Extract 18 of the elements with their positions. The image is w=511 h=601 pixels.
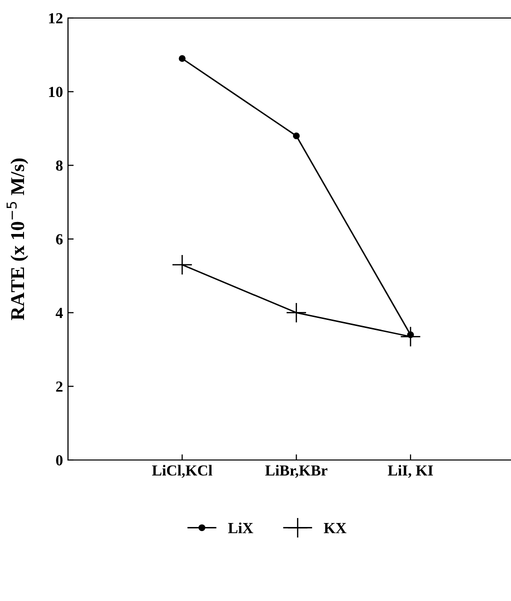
point <box>400 326 421 347</box>
y-tick-label: 10 <box>49 86 63 98</box>
y-tick-label: 8 <box>56 160 63 171</box>
point <box>172 254 193 276</box>
y-axis-title: RATE (x 10$^{−5}$ M/s) <box>6 158 28 320</box>
x-tick-label: LiBr,KBr <box>265 464 328 478</box>
point <box>178 55 186 62</box>
x-tick-label: LiI, KI <box>388 464 433 478</box>
legend-label: KX <box>324 523 346 534</box>
point <box>286 302 307 324</box>
y-tick-label: 2 <box>56 382 62 392</box>
legend-label: LiX <box>228 522 254 534</box>
y-tick-label: 12 <box>49 13 62 24</box>
y-tick-label: 4 <box>56 308 63 318</box>
x-tick-label: LiCl,KCl <box>152 464 212 478</box>
y-tick-label: 6 <box>56 234 63 244</box>
point <box>292 132 300 140</box>
y-tick-label: 0 <box>56 455 63 466</box>
